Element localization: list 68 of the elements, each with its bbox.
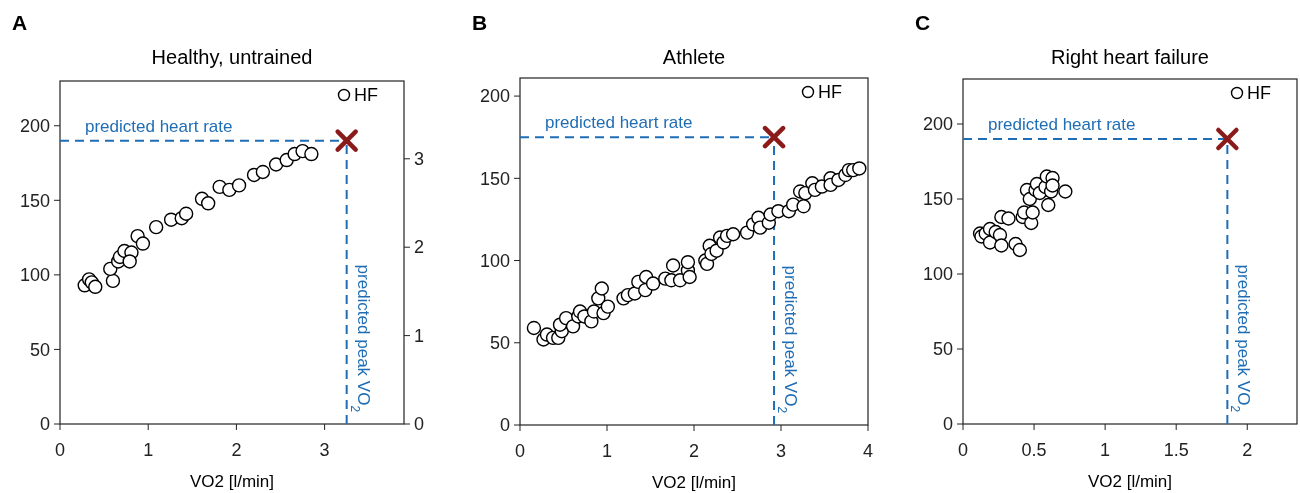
x-tick-label: 1 xyxy=(1100,440,1111,460)
y-tick-label: 100 xyxy=(922,264,953,285)
point xyxy=(268,157,284,172)
y-tick-label: 0 xyxy=(499,415,510,436)
y-tick-label: 150 xyxy=(19,190,50,211)
x-tick-label: 0 xyxy=(54,440,66,460)
point xyxy=(1041,197,1056,213)
point xyxy=(148,219,164,235)
x-tick-label: 1 xyxy=(143,440,154,460)
x-tick-label: 3 xyxy=(319,440,330,460)
y-tick-label: 100 xyxy=(479,250,510,271)
y-tick-label: 150 xyxy=(479,168,510,189)
legend-label: HF xyxy=(1247,83,1271,104)
legend-label: HF xyxy=(354,85,378,106)
point xyxy=(105,273,121,289)
y-tick-label: 200 xyxy=(479,86,510,107)
y2-tick-label: 0 xyxy=(414,414,425,435)
point xyxy=(255,164,271,180)
y2-tick-label: 3 xyxy=(414,149,425,170)
text: B xyxy=(472,11,488,34)
y-tick-label: 50 xyxy=(932,339,953,360)
text: A xyxy=(12,11,28,34)
y-tick-label: 50 xyxy=(489,333,510,354)
point xyxy=(335,129,358,152)
x-axis-title: VO2 [l/min] xyxy=(189,472,275,491)
ref-line-label: predicted heart rate xyxy=(545,113,693,133)
y-tick-label: 200 xyxy=(19,116,50,137)
ref-line-label: predicted heart rate xyxy=(988,115,1136,134)
x-tick-label: 0 xyxy=(957,440,969,460)
point xyxy=(1216,127,1239,151)
x-tick-label: 4 xyxy=(862,441,874,461)
point xyxy=(122,254,137,269)
point xyxy=(304,146,319,162)
point xyxy=(200,196,216,211)
text: C xyxy=(915,11,931,34)
point xyxy=(1001,211,1016,226)
x-tick-label: 2 xyxy=(1242,440,1253,460)
point xyxy=(1025,205,1040,220)
point xyxy=(1045,178,1060,193)
x-tick-label: 0 xyxy=(514,441,526,461)
point xyxy=(178,206,194,221)
y-tick-label: 200 xyxy=(922,114,953,135)
x-axis-title: VO2 [l/min] xyxy=(1087,472,1173,491)
point xyxy=(1058,184,1073,199)
chart-title: Right heart failure xyxy=(1051,46,1209,68)
x-tick-label: 1 xyxy=(601,441,613,461)
y2-tick-label: 2 xyxy=(414,237,425,258)
y2-tick-label: 1 xyxy=(414,325,425,346)
point xyxy=(88,279,103,294)
y-tick-label: 0 xyxy=(39,414,50,435)
chart-title: Healthy, untrained xyxy=(151,46,313,68)
point xyxy=(231,178,247,193)
point xyxy=(994,238,1009,253)
y-tick-label: 0 xyxy=(942,414,953,435)
point xyxy=(135,236,151,251)
x-tick-label: 3 xyxy=(775,441,787,461)
y-tick-label: 50 xyxy=(29,339,50,360)
x-axis-title: VO2 [l/min] xyxy=(651,473,737,492)
y-tick-label: 150 xyxy=(922,189,953,210)
x-tick-label: 0.5 xyxy=(1021,440,1047,460)
legend-label: HF xyxy=(818,82,842,103)
x-tick-label: 2 xyxy=(688,441,700,461)
chart-title: Athlete xyxy=(662,46,726,68)
x-tick-label: 2 xyxy=(231,440,242,460)
y-tick-label: 100 xyxy=(19,265,50,286)
point xyxy=(1012,242,1028,258)
x-tick-label: 1.5 xyxy=(1163,440,1189,460)
ref-line-label: predicted heart rate xyxy=(85,116,233,136)
